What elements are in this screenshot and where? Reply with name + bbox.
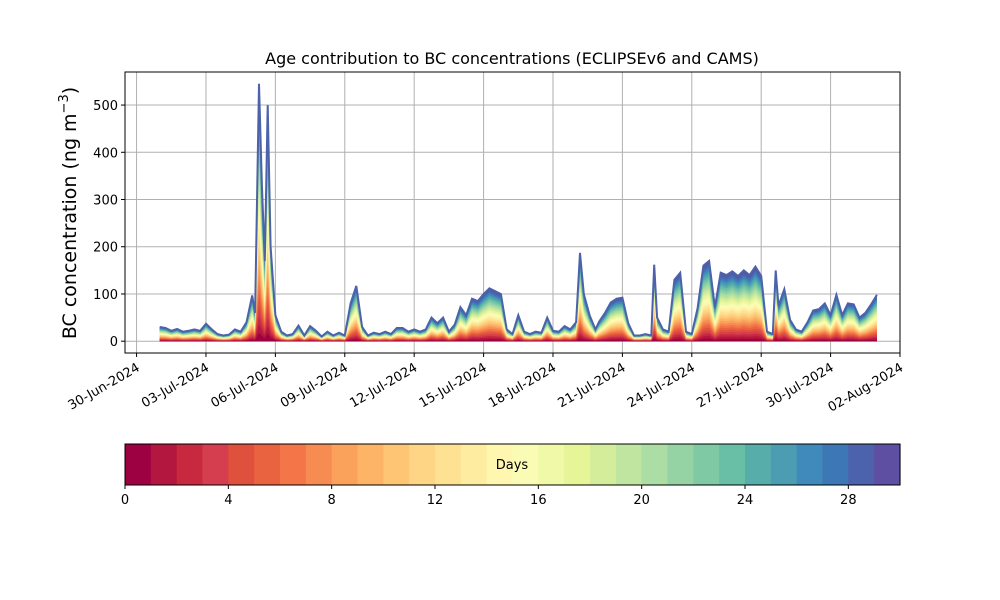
- colorbar-tick-label: 4: [224, 493, 232, 508]
- colorbar-cell: [641, 444, 669, 485]
- colorbar-cell: [280, 444, 307, 485]
- colorbar-tick-label: 8: [328, 493, 336, 508]
- colorbar-cell: [435, 444, 462, 485]
- y-axis-label-superscript: −3: [57, 94, 72, 113]
- colorbar-tick-label: 0: [121, 493, 129, 508]
- colorbar-cell: [383, 444, 410, 485]
- colorbar-cell: [202, 444, 229, 485]
- y-tick-label: 400: [93, 146, 118, 161]
- colorbar-cell: [125, 444, 152, 485]
- colorbar-label: Days: [496, 458, 529, 473]
- colorbar-cell: [590, 444, 617, 485]
- colorbar-cell: [486, 444, 514, 485]
- colorbar-cell: [822, 444, 849, 485]
- colorbar-cell: [150, 444, 178, 485]
- total-concentration-line: [159, 83, 878, 338]
- colorbar-cell: [667, 444, 694, 485]
- colorbar-cell: [176, 444, 204, 485]
- colorbar-tick-label: 20: [633, 493, 650, 508]
- colorbar-cell: [228, 444, 255, 485]
- colorbar-cell: [512, 444, 539, 485]
- colorbar-tick-label: 12: [427, 493, 444, 508]
- y-tick-label: 100: [93, 288, 118, 303]
- y-axis-label-close: ): [59, 87, 81, 94]
- y-tick-label: 200: [93, 241, 118, 256]
- y-tick-label: 300: [93, 194, 118, 209]
- colorbar-cell: [848, 444, 875, 485]
- colorbar-cell: [460, 444, 488, 485]
- plot-frame: [124, 71, 901, 354]
- colorbar-cell: [719, 444, 746, 485]
- colorbar-frame: [124, 443, 901, 486]
- colorbar-cell: [796, 444, 824, 485]
- y-tick-label: 0: [110, 335, 118, 350]
- colorbar-cell: [357, 444, 384, 485]
- grid-lines: [125, 72, 901, 353]
- colorbar-cell: [254, 444, 281, 485]
- colorbar-cell: [409, 444, 436, 485]
- colorbar-cell: [538, 444, 565, 485]
- colorbar-cell: [305, 444, 333, 485]
- chart-title: Age contribution to BC concentrations (E…: [265, 49, 759, 68]
- colorbar-cell: [770, 444, 798, 485]
- colorbar-tick-label: 16: [530, 493, 547, 508]
- y-axis-ticks: 0 100 200 300 400 500: [93, 99, 125, 350]
- colorbar-tick-label: 28: [840, 493, 857, 508]
- colorbar-cell: [693, 444, 720, 485]
- y-tick-label: 500: [93, 99, 118, 114]
- colorbar: Days 0 4 8 12 16 20 24 28: [121, 443, 901, 508]
- y-axis-label-main: BC concentration (ng m: [59, 113, 81, 339]
- colorbar-cell: [615, 444, 643, 485]
- colorbar-cell: [745, 444, 772, 485]
- colorbar-cells: [125, 444, 901, 485]
- colorbar-cell: [564, 444, 591, 485]
- colorbar-tick-label: 24: [737, 493, 754, 508]
- colorbar-cell: [874, 444, 901, 485]
- y-axis-label: BC concentration (ng m−3): [57, 87, 81, 339]
- colorbar-cell: [331, 444, 359, 485]
- colorbar-ticks: 0 4 8 12 16 20 24 28: [121, 485, 857, 508]
